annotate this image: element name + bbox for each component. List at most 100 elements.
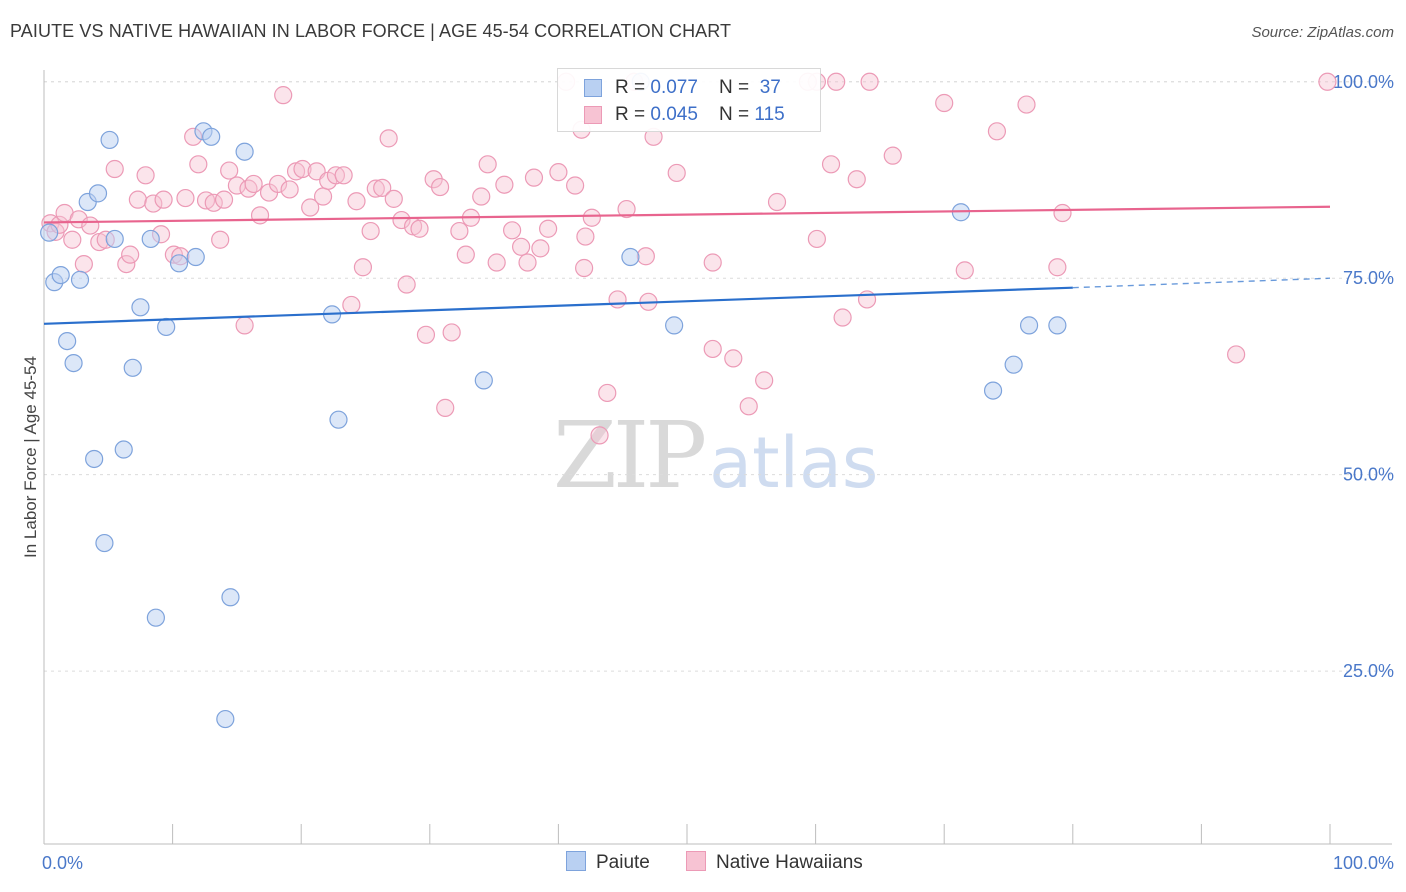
native-hawaiian-trend-line [43,205,1331,224]
native-hawaiian-point [69,210,88,229]
native-hawaiian-point [353,258,373,277]
native-hawaiian-point [384,189,403,208]
legend-r-label: R = [615,104,651,125]
native-hawaiian-point [703,253,722,272]
paiute-point [157,317,176,337]
axes [43,70,1392,845]
paiute-legend-swatch [566,851,586,871]
native-hawaiian-legend-label: Native Hawaiians [716,852,863,873]
paiute-point [51,265,70,285]
paiute-point [169,254,189,273]
native-hawaiian-point [301,198,320,217]
paiute-point [100,130,119,150]
native-hawaiian-point [430,177,450,197]
native-hawaiian-point [204,193,223,212]
legend-hawaiian-stats: R = 0.045 N = 115 [615,104,785,126]
paiute-point [1048,316,1067,335]
native-hawaiian-point [539,219,558,238]
native-hawaiian-point [154,190,173,209]
native-hawaiian-point [450,221,469,241]
native-hawaiian-point [703,339,722,359]
native-hawaiian-point [326,166,346,185]
native-hawaiian-point [334,166,353,185]
native-hawaiian-point [857,290,877,309]
chart-title: PAIUTE VS NATIVE HAWAIIAN IN LABOR FORCE… [10,21,732,41]
native-hawaiian-point [397,275,416,294]
paiute-point [186,247,205,267]
native-hawaiian-point [608,290,627,309]
paiute-point [131,298,150,317]
paiute-point [665,316,684,335]
native-hawaiian-point [495,175,514,194]
native-hawaiian-point [105,159,124,179]
native-hawaiian-point [478,155,497,174]
native-hawaiian-point [176,188,195,208]
native-hawaiian-point [456,245,475,264]
native-hawaiian-point [373,178,392,197]
native-hawaiian-point [144,194,163,213]
paiute-point [146,608,165,627]
native-hawaiian-point [724,349,743,368]
native-hawaiian-point [767,192,787,212]
native-hawaiian-point [361,221,380,241]
legend-n-label: N = [719,104,755,125]
legend-r-value: 0.045 [650,104,698,125]
paiute-swatch [584,79,602,97]
native-hawaiian-point [739,397,758,416]
legend-n-value: 37 [759,77,781,98]
native-hawaiian-point [1017,95,1036,114]
native-hawaiian-point [189,155,208,174]
paiute-point [88,184,108,203]
y-tick-label: 50.0% [1343,465,1394,485]
native-hawaiian-point [821,155,841,174]
native-hawaiian-point [136,166,155,185]
y-tick-label: 100.0% [1333,72,1394,92]
native-hawaiian-point [512,237,531,256]
native-hawaiian-point [807,229,826,249]
legend-paiute-stats: R = 0.077 N = 37 [615,77,781,99]
native-hawaiian-point [755,371,774,390]
native-hawaiian-point [121,245,140,264]
y-tick-labels: 25.0% 50.0% 75.0% 100.0% [1333,72,1394,681]
native-hawaiian-point [1227,345,1246,364]
paiute-legend-label: Paiute [596,852,650,873]
native-hawaiian-point [1048,258,1067,277]
paiute-point [621,247,640,267]
correlation-legend: R = 0.077 N = 37 R = 0.045 N = 115 [557,68,821,132]
paiute-point [1004,355,1023,374]
native-hawaiian-point [582,208,601,227]
native-hawaiian-point [667,163,686,183]
native-hawaiian-point [274,86,293,105]
native-hawaiian-point [598,383,617,403]
legend-n-value: 115 [754,104,785,125]
legend-r-value: 0.077 [650,77,698,98]
paiute-point [1019,316,1039,335]
paiute-points [40,72,1067,729]
paiute-point [85,449,104,469]
paiute-point [40,223,59,242]
native-hawaiian-point [576,227,595,246]
legend-n-label: N = [719,77,755,98]
native-hawaiian-point [293,159,312,179]
native-hawaiian-point [566,176,585,195]
native-hawaiian-point [220,161,239,180]
native-hawaiian-legend-swatch [686,851,706,871]
native-hawaiian-swatch [584,106,602,124]
paiute-point [474,371,493,390]
legend-r-label: R = [615,77,651,98]
native-hawaiian-point [827,72,846,91]
native-hawaiian-point [1053,203,1072,223]
bottom-legend-paiute: Paiute [566,851,650,874]
paiute-point [221,588,240,607]
native-hawaiian-point [81,216,100,235]
x-tick-labels: 0.0% 100.0% [42,853,1394,873]
native-hawaiian-point [74,254,93,274]
native-hawaiian-point [128,190,147,209]
paiute-point [70,270,90,289]
native-hawaiian-point [987,122,1007,141]
native-hawaiian-point [416,325,436,344]
y-tick-label: 25.0% [1343,661,1394,681]
native-hawaiian-point [617,199,636,219]
native-hawaiian-point [347,192,366,211]
y-tick-label: 75.0% [1343,268,1394,288]
